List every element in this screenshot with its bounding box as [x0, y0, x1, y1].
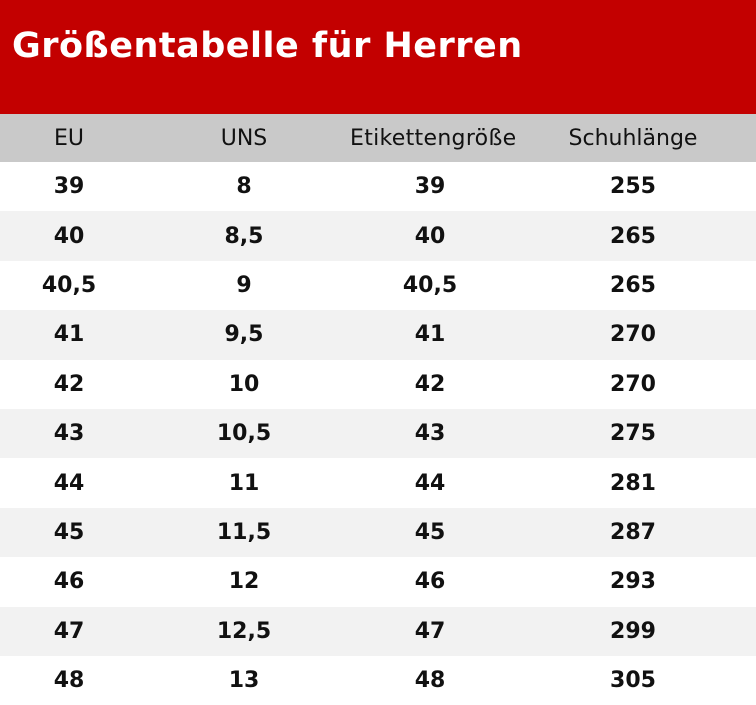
table-row: 39 8 39 255	[0, 162, 756, 212]
cell-eu: 44	[53, 470, 85, 496]
cell-uns: 12	[228, 569, 260, 595]
cell-uns: 13	[228, 668, 260, 694]
cell-shoe-length: 299	[610, 618, 656, 644]
cell-shoe-length: 265	[610, 223, 656, 249]
column-header-shoe-length: Schuhlänge	[568, 125, 698, 151]
cell-uns: 8	[236, 174, 252, 200]
cell-eu: 46	[53, 569, 85, 595]
cell-shoe-length: 255	[610, 174, 656, 200]
cell-uns: 9	[236, 272, 252, 298]
cell-shoe-length: 270	[610, 371, 656, 397]
column-header-label-size: Etikettengröße	[350, 125, 517, 151]
cell-eu: 43	[53, 421, 85, 447]
cell-eu: 41	[53, 322, 85, 348]
table-row: 46 12 46 293	[0, 557, 756, 607]
cell-eu: 48	[53, 668, 85, 694]
cell-label-size: 43	[414, 421, 446, 447]
cell-label-size: 47	[414, 618, 446, 644]
cell-label-size: 46	[414, 569, 446, 595]
cell-uns: 10	[228, 371, 260, 397]
cell-shoe-length: 281	[610, 470, 656, 496]
table-row: 47 12,5 47 299	[0, 606, 756, 656]
cell-uns: 8,5	[224, 223, 264, 249]
table-row: 45 11,5 45 287	[0, 507, 756, 558]
cell-shoe-length: 265	[610, 272, 656, 298]
cell-eu: 45	[53, 519, 85, 545]
cell-eu: 42	[53, 371, 85, 397]
cell-eu: 40	[53, 223, 85, 249]
cell-label-size: 40	[414, 223, 446, 249]
cell-shoe-length: 275	[610, 421, 656, 447]
table-row: 43 10,5 43 275	[0, 408, 756, 459]
column-header-uns: UNS	[220, 125, 268, 151]
cell-shoe-length: 305	[610, 668, 656, 694]
cell-shoe-length: 293	[610, 569, 656, 595]
table-row: 42 10 42 270	[0, 359, 756, 409]
column-header-eu: EU	[53, 125, 84, 151]
cell-shoe-length: 270	[610, 322, 656, 348]
cell-label-size: 44	[414, 470, 446, 496]
cell-label-size: 45	[414, 519, 446, 545]
table-row: 48 13 48 305	[0, 655, 756, 705]
cell-shoe-length: 287	[610, 519, 656, 545]
table-row: 44 11 44 281	[0, 458, 756, 508]
page-title: Größentabelle für Herren	[12, 26, 523, 66]
cell-uns: 10,5	[216, 421, 272, 447]
cell-uns: 11,5	[216, 519, 272, 545]
table-row: 40 8,5 40 265	[0, 211, 756, 261]
cell-label-size: 40,5	[402, 272, 458, 298]
size-table-body: 39 8 39 255 40 8,5 40 265 40,5 9 40,5 26…	[0, 162, 756, 705]
cell-uns: 11	[228, 470, 260, 496]
table-row: 40,5 9 40,5 265	[0, 260, 756, 311]
cell-eu: 39	[53, 174, 85, 200]
cell-label-size: 41	[414, 322, 446, 348]
cell-uns: 9,5	[224, 322, 264, 348]
cell-label-size: 39	[414, 174, 446, 200]
cell-eu: 47	[53, 618, 85, 644]
cell-label-size: 42	[414, 371, 446, 397]
table-header-row: EU UNS Etikettengröße Schuhlänge	[0, 114, 756, 162]
title-banner: Größentabelle für Herren	[0, 0, 756, 114]
cell-uns: 12,5	[216, 618, 272, 644]
cell-eu: 40,5	[41, 272, 97, 298]
cell-label-size: 48	[414, 668, 446, 694]
table-row: 41 9,5 41 270	[0, 310, 756, 360]
